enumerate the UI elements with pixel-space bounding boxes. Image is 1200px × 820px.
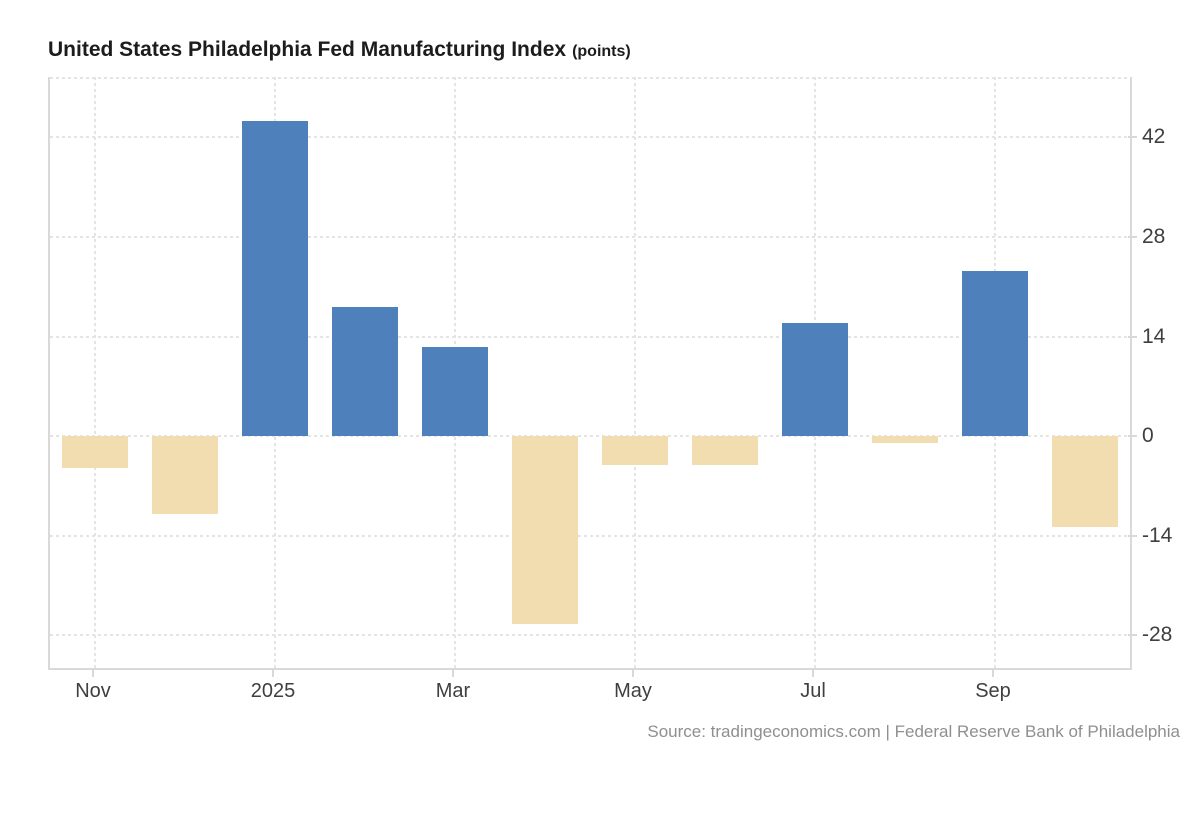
plot-area [48, 77, 1132, 670]
bar-jul-2025[interactable] [782, 323, 848, 437]
x-tick-mark-May [632, 670, 634, 677]
y-tick-label-42: 42 [1142, 125, 1166, 149]
bar-mar-2025[interactable] [422, 347, 488, 437]
y-tick-label-0: 0 [1142, 424, 1154, 448]
y-gridline-14 [50, 335, 1130, 338]
y-tick-mark--28 [1128, 634, 1137, 637]
bar-aug-2025[interactable] [872, 436, 938, 444]
x-tick-label-Nov: Nov [75, 680, 111, 702]
y-gridline-0 [50, 435, 1130, 438]
bar-jun-2025[interactable] [692, 436, 758, 465]
x-tick-label-Jul: Jul [800, 680, 826, 702]
bar-apr-2025[interactable] [512, 436, 578, 624]
y-tick-mark-0 [1128, 435, 1137, 438]
bar-sep-2025[interactable] [962, 271, 1028, 437]
bar-dec-2024[interactable] [152, 436, 218, 514]
chart-title: United States Philadelphia Fed Manufactu… [48, 38, 631, 62]
y-tick-mark--14 [1128, 534, 1137, 537]
chart-title-unit: (points) [572, 43, 631, 60]
x-gridline-May [634, 77, 636, 668]
x-tick-mark-2025 [272, 670, 274, 677]
bar-feb-2025[interactable] [332, 307, 398, 437]
y-tick-mark-28 [1128, 236, 1137, 239]
x-tick-label-Sep: Sep [975, 680, 1011, 702]
plot-top-border [50, 77, 1130, 79]
y-tick-label--14: -14 [1142, 523, 1173, 547]
source-attribution: Source: tradingeconomics.com | Federal R… [647, 722, 1180, 741]
y-gridline--14 [50, 534, 1130, 537]
bar-nov-2024[interactable] [62, 436, 128, 469]
y-gridline-42 [50, 136, 1130, 139]
y-gridline-28 [50, 236, 1130, 239]
y-tick-label-14: 14 [1142, 324, 1166, 348]
x-tick-label-Mar: Mar [435, 680, 471, 702]
y-tick-mark-42 [1128, 136, 1137, 139]
x-tick-mark-Jul [812, 670, 814, 677]
x-tick-mark-Mar [452, 670, 454, 677]
bar-jan-2025[interactable] [242, 121, 308, 437]
x-gridline-Nov [94, 77, 96, 668]
y-tick-label-28: 28 [1142, 225, 1166, 249]
x-tick-label-May: May [614, 680, 652, 702]
y-tick-mark-14 [1128, 335, 1137, 338]
bar-oct-2025[interactable] [1052, 436, 1118, 528]
y-tick-label--28: -28 [1142, 623, 1173, 647]
bar-may-2025[interactable] [602, 436, 668, 465]
x-tick-mark-Sep [992, 670, 994, 677]
y-gridline--28 [50, 634, 1130, 637]
x-tick-mark-Nov [92, 670, 94, 677]
chart-title-text: United States Philadelphia Fed Manufactu… [48, 38, 567, 61]
x-tick-label-2025: 2025 [250, 680, 296, 702]
